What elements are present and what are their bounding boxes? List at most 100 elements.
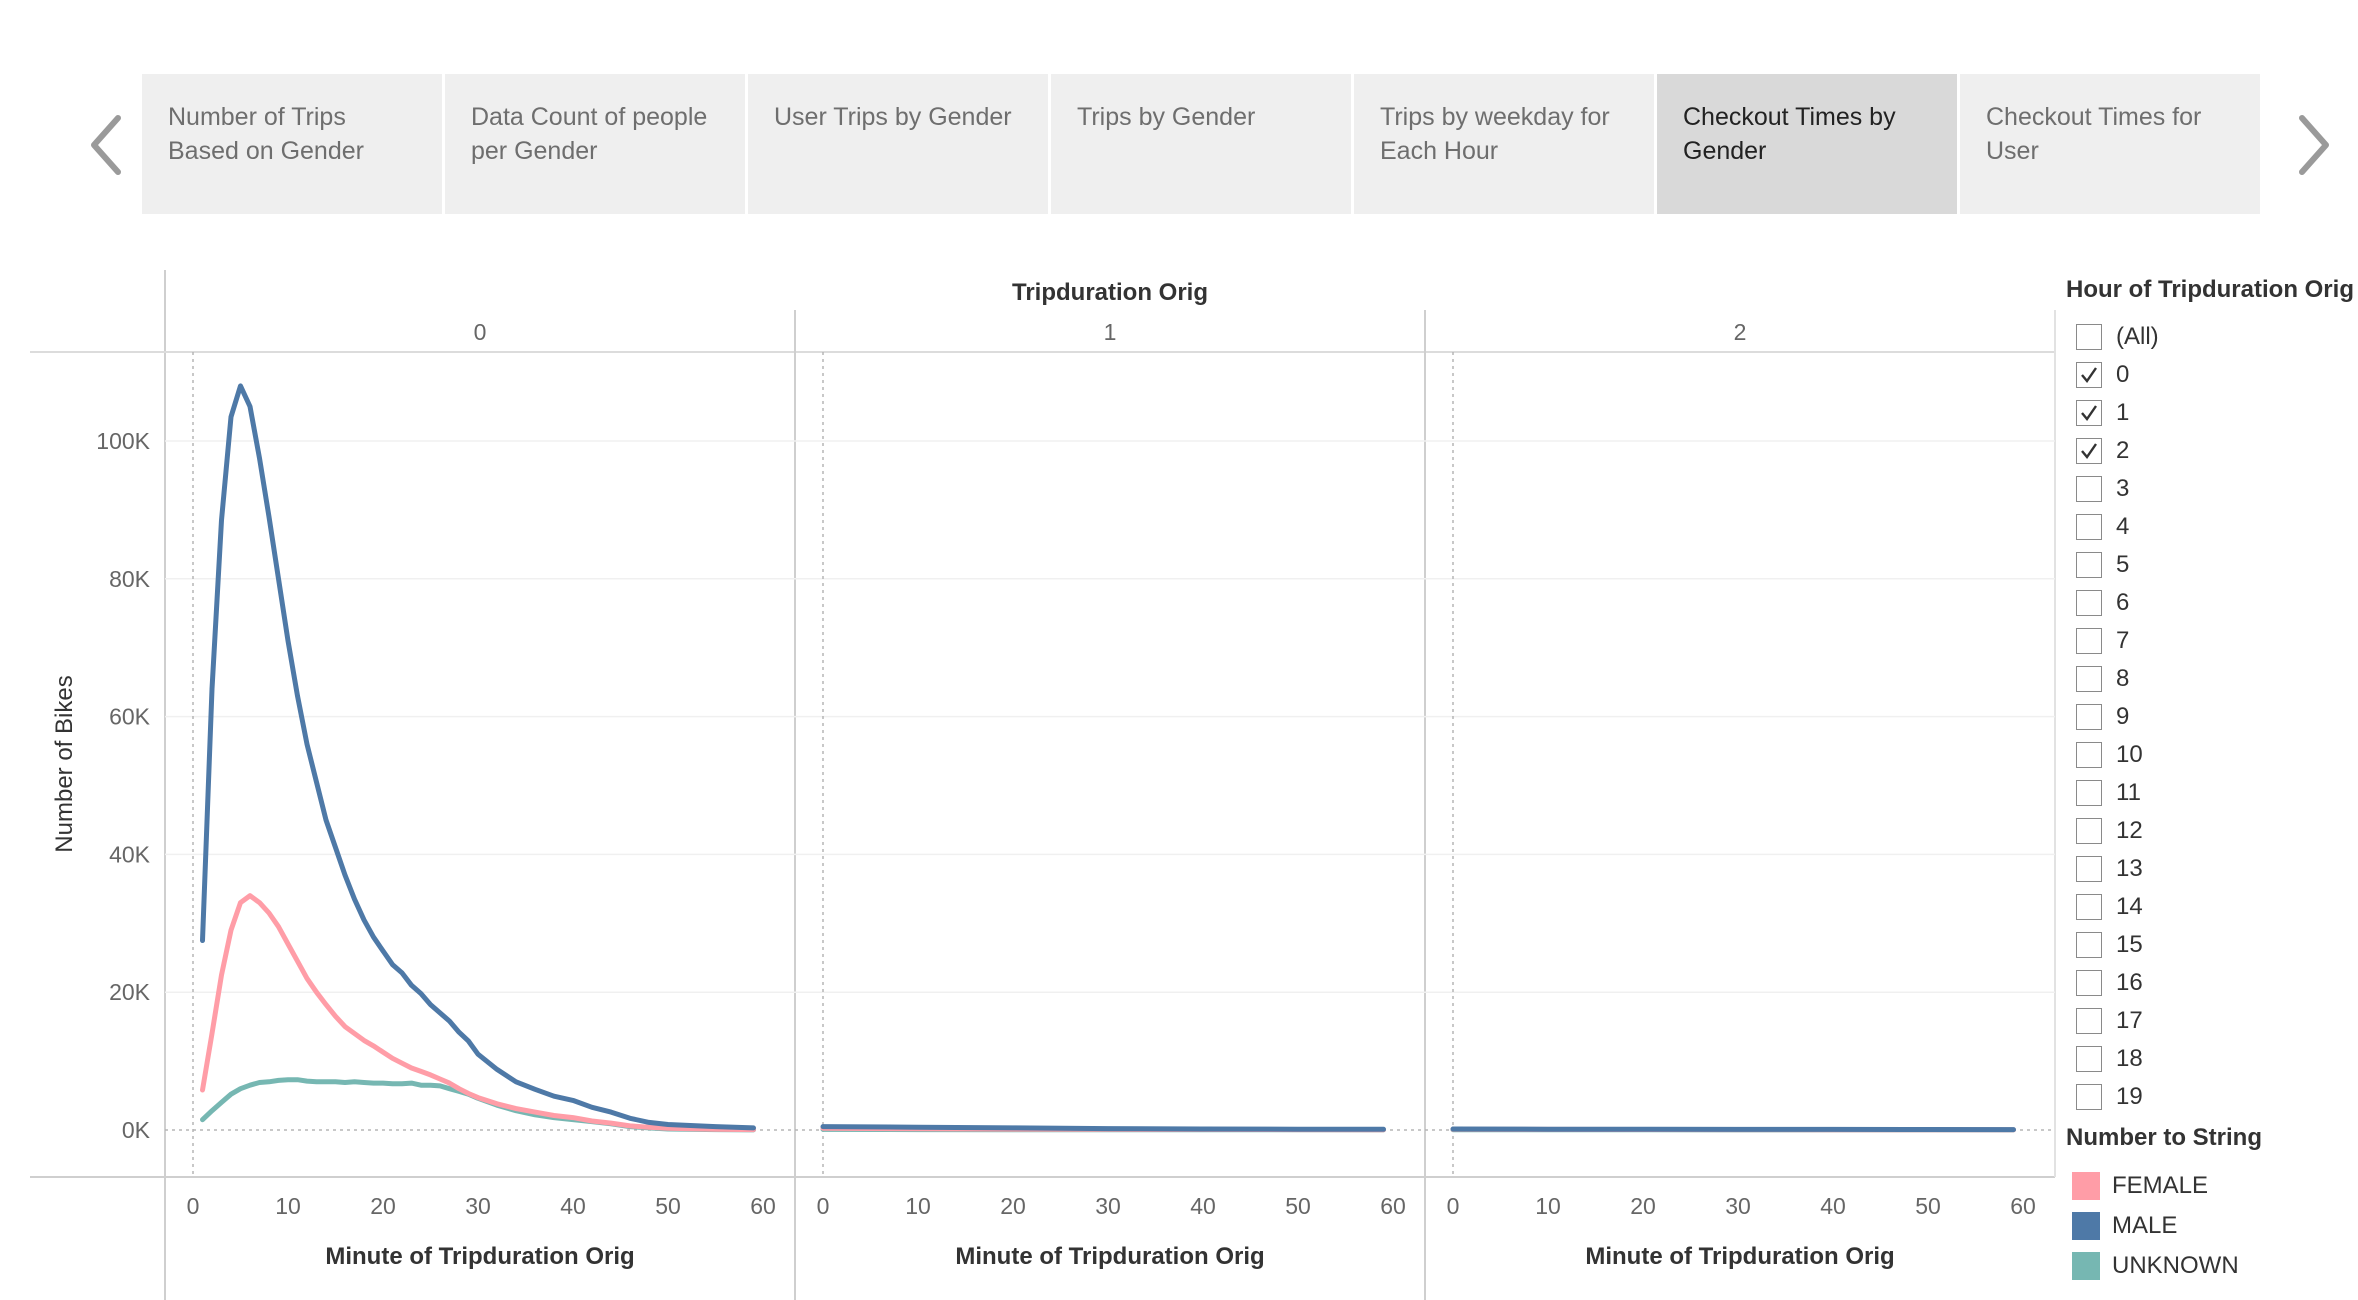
hour-filter-list[interactable]: (All) 0 1 2 3 4 5 6 7 8 9 10 11 12 13 14 15 16 17 18 19 (2076, 318, 2356, 1146)
checkbox[interactable] (2076, 704, 2102, 730)
checkbox[interactable] (2076, 818, 2102, 844)
story-tab[interactable]: Trips by weekday for Each Hour (1354, 74, 1654, 214)
checkbox[interactable] (2076, 780, 2102, 806)
y-tick-label: 80K (109, 566, 151, 592)
filter-item-label: 12 (2116, 817, 2143, 844)
y-tick-label: 20K (109, 979, 151, 1005)
checkbox[interactable] (2076, 1046, 2102, 1072)
filter-item[interactable]: 17 (2076, 1002, 2356, 1040)
filter-item[interactable]: 5 (2076, 546, 2356, 584)
y-axis-title: Number of Bikes (51, 675, 78, 852)
filter-item-label: 2 (2116, 437, 2130, 464)
checkbox[interactable] (2076, 400, 2102, 426)
filter-item[interactable]: 11 (2076, 774, 2356, 812)
filter-item[interactable]: 3 (2076, 470, 2356, 508)
filter-item[interactable]: 4 (2076, 508, 2356, 546)
story-tab[interactable]: Checkout Times by Gender (1657, 74, 1957, 214)
panel-header: 0 (474, 319, 487, 345)
checkbox[interactable] (2076, 438, 2102, 464)
checkbox[interactable] (2076, 932, 2102, 958)
filter-item[interactable]: 8 (2076, 660, 2356, 698)
filter-item[interactable]: (All) (2076, 318, 2356, 356)
legend-swatch (2072, 1172, 2100, 1200)
checkbox[interactable] (2076, 590, 2102, 616)
filter-item[interactable]: 19 (2076, 1078, 2356, 1116)
filter-item[interactable]: 12 (2076, 812, 2356, 850)
checkbox[interactable] (2076, 324, 2102, 350)
filter-item-label: 5 (2116, 551, 2130, 578)
story-tab[interactable]: Checkout Times for User (1960, 74, 2260, 214)
y-tick-label: 60K (109, 704, 151, 730)
x-tick-label: 0 (817, 1193, 830, 1219)
legend-swatch (2072, 1212, 2100, 1240)
filter-item-label: 8 (2116, 665, 2130, 692)
filter-item[interactable]: 9 (2076, 698, 2356, 736)
series-line-male (1450, 1126, 2016, 1133)
legend-item[interactable]: FEMALE (2072, 1166, 2239, 1206)
checkbox[interactable] (2076, 894, 2102, 920)
x-tick-label: 30 (1725, 1193, 1751, 1219)
story-tab[interactable]: Number of Trips Based on Gender (142, 74, 442, 214)
filter-item-label: 18 (2116, 1045, 2143, 1072)
story-tab-bar: Number of Trips Based on Gender Data Coun… (0, 0, 2358, 240)
panel-header: 1 (1104, 319, 1117, 345)
checkmark-icon (2081, 405, 2097, 421)
checkbox[interactable] (2076, 1084, 2102, 1110)
legend-item[interactable]: MALE (2072, 1206, 2239, 1246)
filter-item[interactable]: 2 (2076, 432, 2356, 470)
checkmark-icon (2081, 443, 2097, 459)
x-tick-label: 20 (370, 1193, 396, 1219)
checkbox[interactable] (2076, 514, 2102, 540)
side-panel: Hour of Tripduration Orig (All) 0 1 2 3 4 5 6 7 8… (2066, 276, 2358, 1300)
x-tick-label: 10 (275, 1193, 301, 1219)
x-tick-label: 60 (1380, 1193, 1406, 1219)
checkbox[interactable] (2076, 476, 2102, 502)
x-tick-label: 0 (1447, 1193, 1460, 1219)
filter-item-label: 4 (2116, 513, 2130, 540)
x-tick-label: 40 (1190, 1193, 1216, 1219)
filter-item[interactable]: 6 (2076, 584, 2356, 622)
legend-label: FEMALE (2112, 1172, 2209, 1199)
filter-item-label: 0 (2116, 361, 2130, 388)
story-tab[interactable]: User Trips by Gender (748, 74, 1048, 214)
checkbox[interactable] (2076, 552, 2102, 578)
checkbox[interactable] (2076, 362, 2102, 388)
x-tick-label: 50 (1915, 1193, 1941, 1219)
filter-item[interactable]: 13 (2076, 850, 2356, 888)
story-tab[interactable]: Data Count of people per Gender (445, 74, 745, 214)
filter-item-label: 13 (2116, 855, 2143, 882)
filter-item[interactable]: 15 (2076, 926, 2356, 964)
x-tick-label: 10 (905, 1193, 931, 1219)
checkbox[interactable] (2076, 856, 2102, 882)
filter-item[interactable]: 16 (2076, 964, 2356, 1002)
filter-item-label: 15 (2116, 931, 2143, 958)
checkbox[interactable] (2076, 1008, 2102, 1034)
filter-item[interactable]: 18 (2076, 1040, 2356, 1078)
line-chart: 0K 20K 40K 60K 80K 100K Tripduration Orig 0 1 2 Nu… (0, 262, 2060, 1300)
filter-item[interactable]: 0 (2076, 356, 2356, 394)
checkbox[interactable] (2076, 628, 2102, 654)
filter-item[interactable]: 7 (2076, 622, 2356, 660)
series-line-male (820, 1124, 1386, 1132)
filter-item[interactable]: 10 (2076, 736, 2356, 774)
filter-item-label: 11 (2116, 779, 2141, 806)
x-tick-label: 50 (1285, 1193, 1311, 1219)
x-tick-label: 30 (1095, 1193, 1121, 1219)
chevron-left-icon[interactable] (78, 110, 138, 180)
checkbox[interactable] (2076, 666, 2102, 692)
legend-label: UNKNOWN (2112, 1252, 2239, 1279)
filter-item[interactable]: 1 (2076, 394, 2356, 432)
filter-item-label: 16 (2116, 969, 2143, 996)
color-legend: FEMALE MALE UNKNOWN (2072, 1166, 2239, 1286)
filter-item[interactable]: 14 (2076, 888, 2356, 926)
y-tick-label: 40K (109, 841, 151, 867)
story-tab[interactable]: Trips by Gender (1051, 74, 1351, 214)
legend-item[interactable]: UNKNOWN (2072, 1246, 2239, 1286)
filter-item-label: 7 (2116, 627, 2130, 654)
chevron-right-icon[interactable] (2282, 110, 2342, 180)
checkbox[interactable] (2076, 970, 2102, 996)
filter-item-label: 19 (2116, 1083, 2143, 1110)
filter-item-label: 9 (2116, 703, 2130, 730)
series-line-male (200, 383, 756, 1131)
checkbox[interactable] (2076, 742, 2102, 768)
